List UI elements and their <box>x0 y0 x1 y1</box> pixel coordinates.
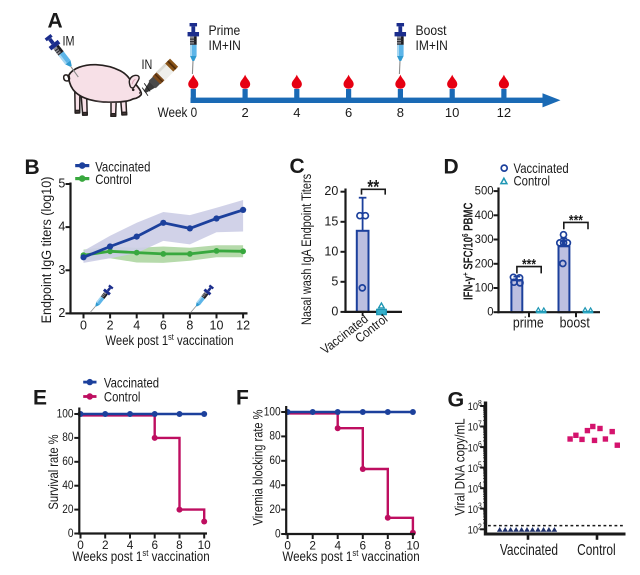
svg-text:6: 6 <box>160 319 167 333</box>
svg-text:2: 2 <box>58 306 65 320</box>
svg-text:8: 8 <box>176 538 183 552</box>
svg-text:Control: Control <box>95 172 132 187</box>
svg-text:G: G <box>448 387 465 411</box>
svg-text:Week 0: Week 0 <box>158 105 198 120</box>
svg-text:2: 2 <box>241 105 248 120</box>
svg-text:80: 80 <box>269 430 280 443</box>
svg-text:IN: IN <box>142 57 153 72</box>
svg-text:Viremia blocking rate %: Viremia blocking rate % <box>250 410 265 526</box>
svg-text:B: B <box>25 156 40 179</box>
svg-text:boost: boost <box>560 315 590 331</box>
svg-text:E: E <box>33 387 47 410</box>
svg-text:Endpoint IgG titers (log10): Endpoint IgG titers (log10) <box>38 177 54 324</box>
svg-text:Prime: Prime <box>209 22 241 38</box>
svg-text:8: 8 <box>397 105 404 120</box>
svg-text:20: 20 <box>324 184 338 198</box>
svg-text:Viral DNA copy/mL: Viral DNA copy/mL <box>451 418 467 515</box>
svg-text:***: *** <box>569 212 584 229</box>
svg-text:80: 80 <box>62 432 73 445</box>
svg-text:A: A <box>48 10 63 33</box>
svg-text:6: 6 <box>345 105 352 120</box>
svg-text:IM+IN: IM+IN <box>416 37 448 53</box>
svg-text:2: 2 <box>309 538 316 552</box>
svg-text:0: 0 <box>487 305 494 318</box>
svg-text:5: 5 <box>58 177 65 191</box>
svg-text:10: 10 <box>324 244 338 258</box>
svg-text:6: 6 <box>151 538 158 552</box>
svg-text:12: 12 <box>497 105 511 120</box>
svg-text:15: 15 <box>324 214 338 228</box>
svg-text:0: 0 <box>275 528 281 541</box>
svg-text:C: C <box>290 155 305 178</box>
svg-text:0: 0 <box>331 304 338 318</box>
svg-text:***: *** <box>522 256 537 273</box>
svg-text:10: 10 <box>445 105 459 120</box>
svg-text:8: 8 <box>186 319 193 333</box>
svg-text:**: ** <box>367 176 379 198</box>
svg-text:10: 10 <box>210 319 224 333</box>
svg-text:F: F <box>236 387 249 410</box>
svg-text:D: D <box>444 155 459 178</box>
svg-text:IM+IN: IM+IN <box>209 37 241 53</box>
svg-text:Control: Control <box>514 173 551 188</box>
svg-text:300: 300 <box>475 233 494 246</box>
svg-text:10: 10 <box>198 538 212 552</box>
svg-text:0: 0 <box>284 538 291 552</box>
svg-text:0: 0 <box>77 538 84 552</box>
svg-text:IFN-γ+ SFC/106 PBMC: IFN-γ+ SFC/106 PBMC <box>460 203 476 300</box>
svg-text:Vaccinated: Vaccinated <box>514 161 569 176</box>
svg-text:IM: IM <box>63 33 75 48</box>
svg-text:4: 4 <box>133 319 140 333</box>
svg-text:2: 2 <box>107 319 114 333</box>
svg-text:Boost: Boost <box>416 22 447 38</box>
svg-text:500: 500 <box>475 184 494 197</box>
svg-text:200: 200 <box>475 257 494 270</box>
svg-text:4: 4 <box>127 538 134 552</box>
svg-text:400: 400 <box>475 208 494 221</box>
svg-text:60: 60 <box>62 456 73 469</box>
svg-text:20: 20 <box>62 503 73 516</box>
svg-text:Vaccinated: Vaccinated <box>500 541 558 559</box>
svg-text:8: 8 <box>385 538 392 552</box>
svg-text:Survival rate %: Survival rate % <box>46 434 61 509</box>
svg-text:20: 20 <box>269 503 280 516</box>
svg-text:Vaccinated: Vaccinated <box>104 375 159 390</box>
svg-text:0: 0 <box>68 527 74 540</box>
svg-text:6: 6 <box>359 538 366 552</box>
svg-text:Weeks post 1st vaccination: Weeks post 1st vaccination <box>282 548 419 565</box>
svg-text:prime: prime <box>513 315 544 331</box>
svg-text:Week post 1st vaccination: Week post 1st vaccination <box>105 332 233 348</box>
svg-text:0: 0 <box>80 319 87 333</box>
svg-text:100: 100 <box>57 408 74 421</box>
svg-text:4: 4 <box>334 538 341 552</box>
svg-text:5: 5 <box>331 274 338 288</box>
svg-text:Weeks post 1st vaccination: Weeks post 1st vaccination <box>72 548 209 565</box>
svg-text:100: 100 <box>475 281 494 294</box>
svg-text:Control: Control <box>577 541 615 559</box>
svg-text:Vaccinated: Vaccinated <box>95 159 150 174</box>
svg-text:60: 60 <box>269 455 280 468</box>
svg-text:40: 40 <box>269 479 280 492</box>
svg-text:Control: Control <box>104 390 141 405</box>
svg-text:40: 40 <box>62 479 73 492</box>
svg-text:2: 2 <box>102 538 109 552</box>
svg-text:Nasal wash IgA Endpoint Titers: Nasal wash IgA Endpoint Titers <box>299 174 314 325</box>
svg-text:100: 100 <box>264 406 281 419</box>
svg-text:4: 4 <box>58 220 65 234</box>
svg-text:3: 3 <box>58 263 65 277</box>
svg-text:4: 4 <box>293 105 300 120</box>
svg-text:10: 10 <box>406 538 420 552</box>
svg-text:12: 12 <box>236 319 250 333</box>
